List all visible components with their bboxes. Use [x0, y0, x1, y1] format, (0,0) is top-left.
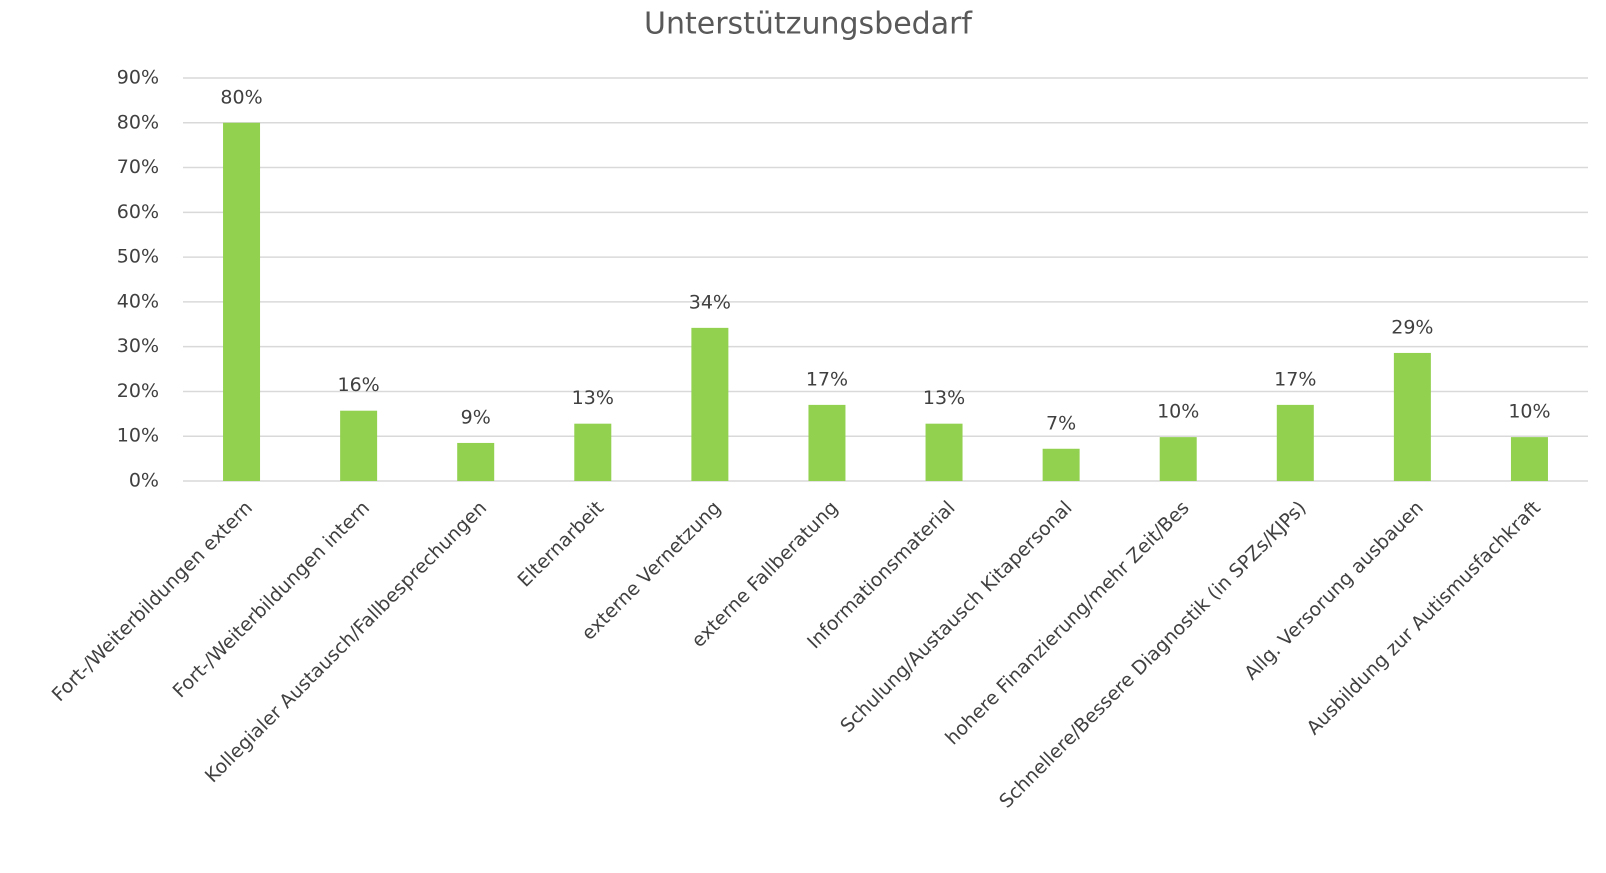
bar: [1159, 437, 1197, 481]
y-tick-label: 40%: [117, 290, 159, 312]
data-label: 13%: [923, 387, 965, 409]
bar: [925, 423, 963, 481]
y-tick-label: 10%: [117, 425, 159, 447]
x-tick-label: Schulung/Austausch Kitapersonal: [836, 497, 1076, 737]
data-label: 9%: [461, 406, 491, 428]
data-label: 13%: [572, 387, 614, 409]
y-tick-label: 0%: [129, 470, 159, 492]
x-tick-label: Fort-/Weiterbildungen extern: [48, 497, 257, 706]
data-label: 10%: [1508, 401, 1550, 423]
y-tick-label: 20%: [117, 380, 159, 402]
y-tick-label: 30%: [117, 335, 159, 357]
y-tick-label: 90%: [117, 67, 159, 89]
bar: [808, 404, 846, 481]
bar: [1510, 437, 1548, 481]
bar: [457, 442, 495, 481]
y-tick-label: 60%: [117, 201, 159, 223]
data-label: 7%: [1046, 412, 1076, 434]
bar: [223, 122, 261, 482]
y-tick-label: 70%: [117, 156, 159, 178]
y-tick-label: 80%: [117, 111, 159, 133]
x-tick-label: Ausbildung zur Autismusfachkraft: [1302, 497, 1544, 739]
bar: [1393, 352, 1431, 481]
y-tick-label: 50%: [117, 246, 159, 268]
data-label: 17%: [806, 368, 848, 390]
x-tick-label: hohere Finanzierung/mehr Zeit/Bes: [941, 497, 1193, 749]
x-tick-label: Fort-/Weiterbildungen intern: [169, 497, 374, 702]
data-label: 10%: [1157, 401, 1199, 423]
data-label: 17%: [1274, 368, 1316, 390]
data-label: 34%: [689, 291, 731, 313]
bar: [691, 327, 729, 481]
data-label: 29%: [1391, 316, 1433, 338]
data-label: 16%: [338, 374, 380, 396]
bar: [340, 410, 378, 481]
bar: [1276, 404, 1314, 481]
x-tick-label: Elternarbeit: [514, 497, 609, 592]
data-label: 80%: [220, 86, 262, 108]
chart-title: Unterstützungsbedarf: [644, 7, 973, 42]
bar: [1042, 448, 1080, 481]
bar: [574, 423, 612, 481]
